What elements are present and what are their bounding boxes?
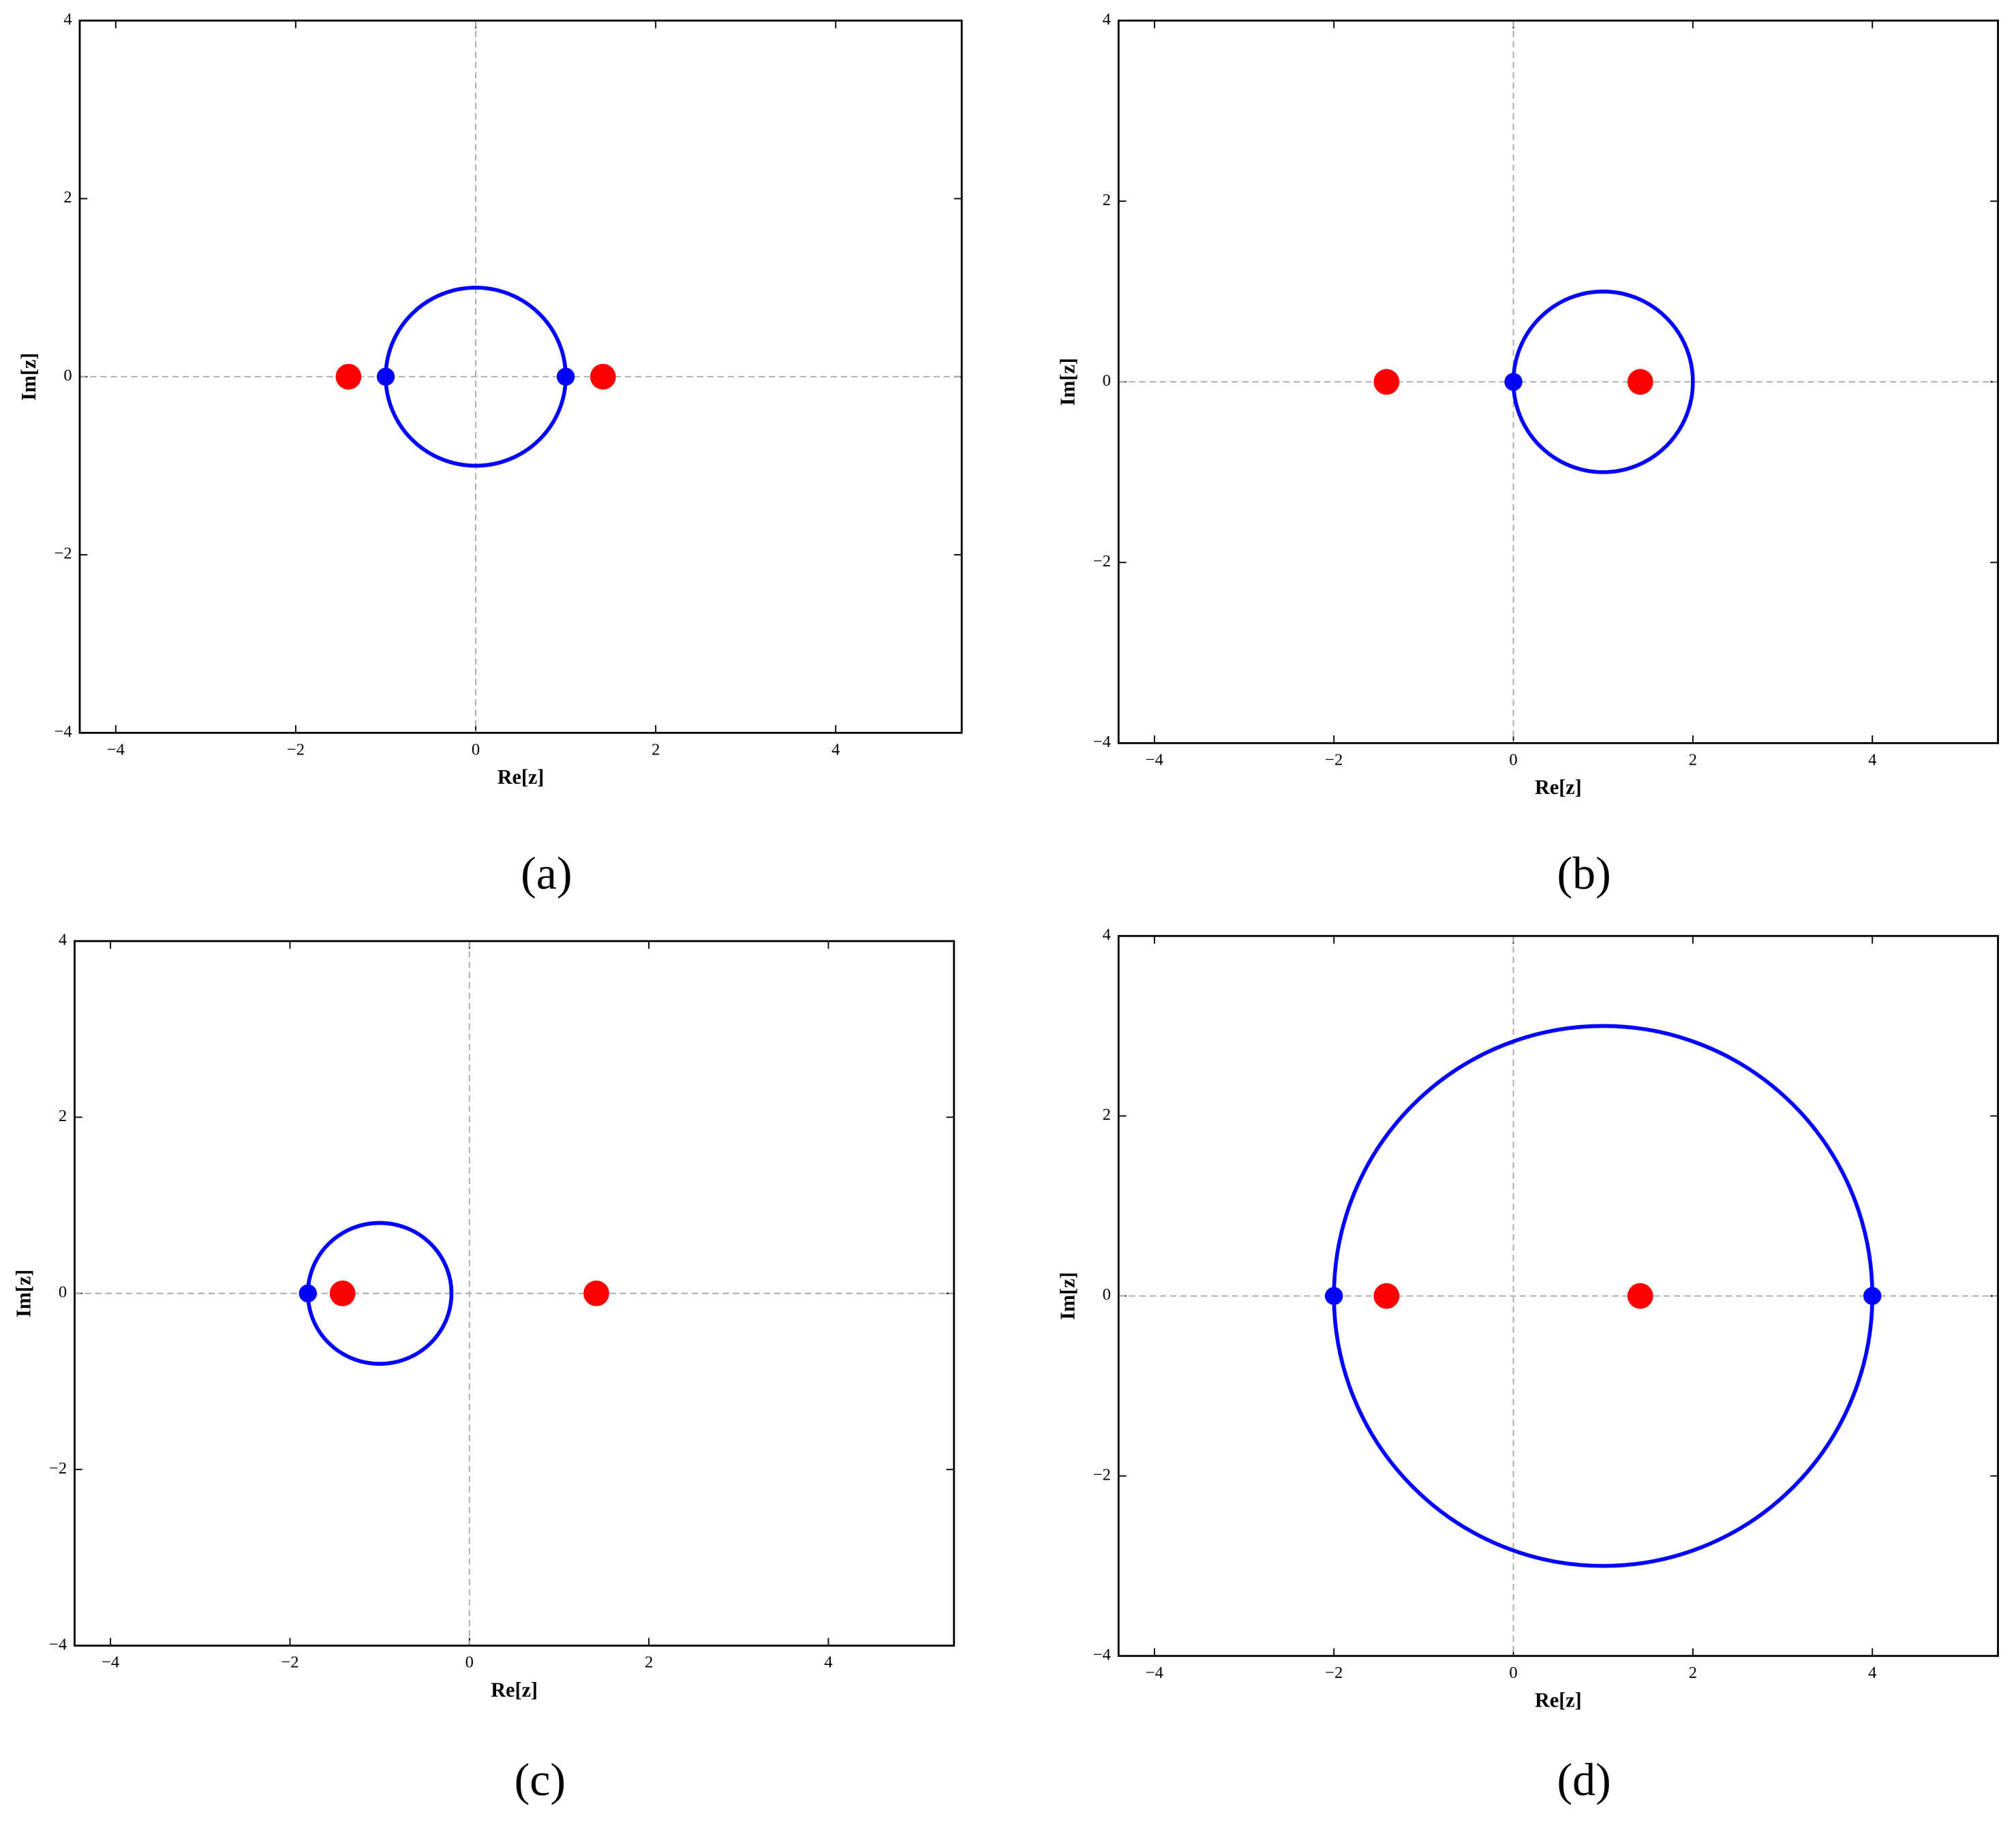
x-tick-label: −4	[1146, 750, 1163, 769]
panel: −4 −2 0 2 4 −4 −2 0 2 4 Re[z] Im[z] (b)	[1056, 10, 1999, 899]
point	[299, 1284, 317, 1302]
y-tick-label: −2	[49, 1459, 67, 1478]
y-tick-label: 0	[59, 1283, 67, 1301]
caption: (b)	[1557, 847, 1611, 899]
point	[376, 367, 395, 386]
point	[1373, 369, 1400, 395]
y-tick-label: 2	[63, 188, 72, 207]
x-tick-label: −2	[287, 740, 305, 759]
caption: (c)	[515, 1754, 566, 1805]
y-tick-label: −4	[1093, 1645, 1111, 1664]
x-tick-label: −4	[1146, 1664, 1163, 1682]
x-tick-label: −2	[1325, 750, 1343, 769]
y-tick-label: −2	[1093, 1465, 1111, 1484]
point	[1504, 373, 1523, 391]
point	[1863, 1287, 1882, 1305]
y-tick-label: 0	[1103, 1285, 1111, 1304]
x-tick-label: 2	[1689, 750, 1697, 769]
x-tick-label: −2	[281, 1653, 299, 1672]
y-tick-label: −4	[55, 722, 72, 741]
x-tick-label: 4	[1868, 750, 1876, 769]
point	[1373, 1283, 1400, 1309]
y-tick-label: −4	[1093, 733, 1111, 751]
x-tick-label: 4	[824, 1653, 832, 1672]
x-tick-label: 2	[1689, 1664, 1697, 1682]
plot-frame	[1117, 19, 1999, 744]
point	[1627, 1283, 1653, 1309]
y-tick-label: 4	[1103, 926, 1111, 944]
x-axis-label: Re[z]	[491, 1678, 538, 1701]
x-tick-label: 0	[465, 1653, 474, 1672]
y-tick-label: 2	[59, 1107, 67, 1125]
y-tick-label: −4	[49, 1635, 67, 1653]
x-tick-label: 0	[472, 740, 480, 759]
y-axis-label: Im[z]	[1056, 358, 1079, 406]
y-tick-label: 0	[1103, 371, 1111, 390]
x-tick-label: 2	[645, 1653, 653, 1672]
y-tick-label: 4	[59, 930, 67, 949]
y-tick-label: 4	[63, 10, 72, 29]
panel: −4 −2 0 2 4 −4 −2 0 2 4 Re[z] Im[z] (c)	[12, 930, 956, 1805]
plot-frame	[74, 940, 956, 1647]
y-tick-label: 2	[1103, 1105, 1111, 1124]
point	[556, 367, 575, 386]
x-tick-label: 4	[831, 740, 840, 759]
x-tick-label: 2	[652, 740, 660, 759]
point	[583, 1280, 609, 1306]
point	[590, 363, 616, 390]
y-axis-label: Im[z]	[17, 353, 40, 401]
x-axis-label: Re[z]	[498, 765, 545, 789]
x-tick-label: 0	[1509, 1664, 1517, 1682]
y-tick-label: −2	[55, 545, 72, 563]
point	[1627, 369, 1653, 395]
y-axis-label: Im[z]	[1056, 1272, 1079, 1319]
point	[1325, 1287, 1343, 1305]
point	[329, 1280, 356, 1306]
x-tick-label: −2	[1325, 1664, 1343, 1682]
caption: (a)	[521, 847, 572, 899]
y-tick-label: 4	[1103, 10, 1111, 29]
panel: −4 −2 0 2 4 −4 −2 0 2 4 Re[z] Im[z] (d)	[1056, 926, 1999, 1805]
x-tick-label: −4	[107, 740, 125, 759]
y-axis-label: Im[z]	[12, 1270, 35, 1317]
y-tick-label: 0	[63, 366, 72, 384]
plot-frame	[78, 19, 963, 734]
y-tick-label: −2	[1093, 552, 1111, 570]
x-axis-label: Re[z]	[1535, 1689, 1582, 1712]
x-tick-label: 0	[1509, 750, 1517, 769]
point	[335, 363, 362, 390]
x-tick-label: 4	[1868, 1664, 1876, 1682]
x-axis-label: Re[z]	[1535, 776, 1582, 799]
y-tick-label: 2	[1103, 191, 1111, 209]
caption: (d)	[1557, 1754, 1611, 1805]
panel: −4 −2 0 2 4 −4 −2 0 2 4 Re[z] Im[z] (a)	[17, 10, 963, 899]
plot-frame	[1117, 934, 1999, 1657]
x-tick-label: −4	[102, 1653, 119, 1672]
